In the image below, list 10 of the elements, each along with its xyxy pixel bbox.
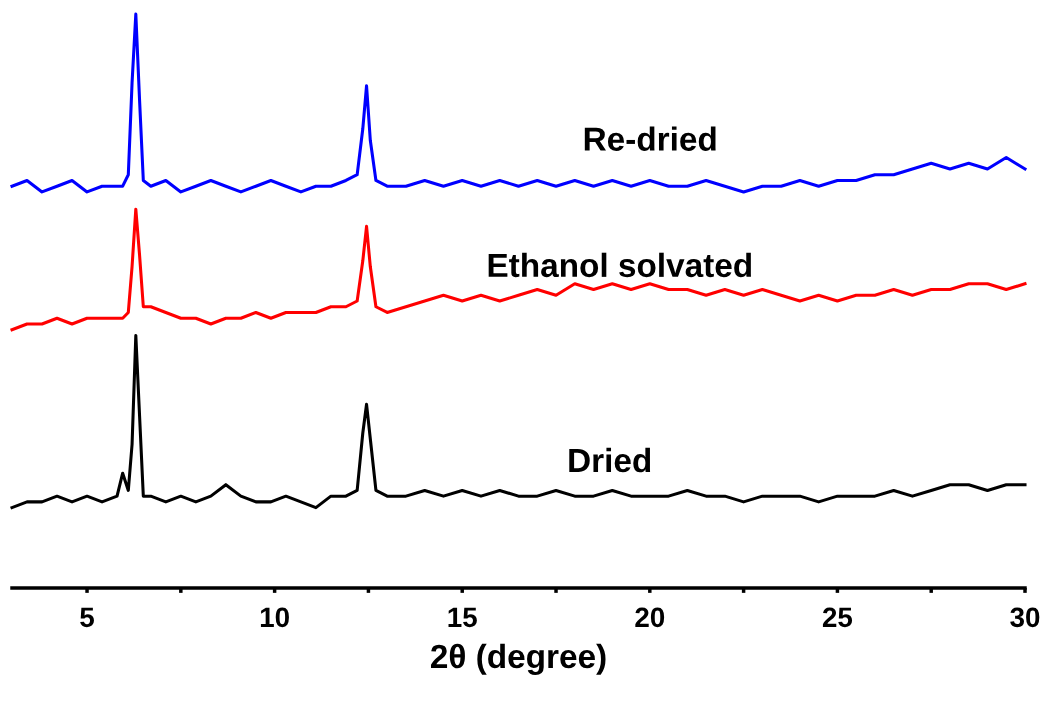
series-label: Re-dried [584,126,716,151]
x-tick-label: 10 [260,607,289,628]
x-tick-label: 15 [448,607,477,628]
series-label: Dried [569,447,651,473]
x-tick-label: 5 [80,607,94,628]
series-label: Ethanol solvated [488,252,751,278]
x-tick-label: 30 [1010,607,1040,628]
x-tick-label: 20 [635,607,665,628]
x-tick-label: 25 [822,607,853,628]
x-axis-title: 2θ (degree) [431,643,606,675]
